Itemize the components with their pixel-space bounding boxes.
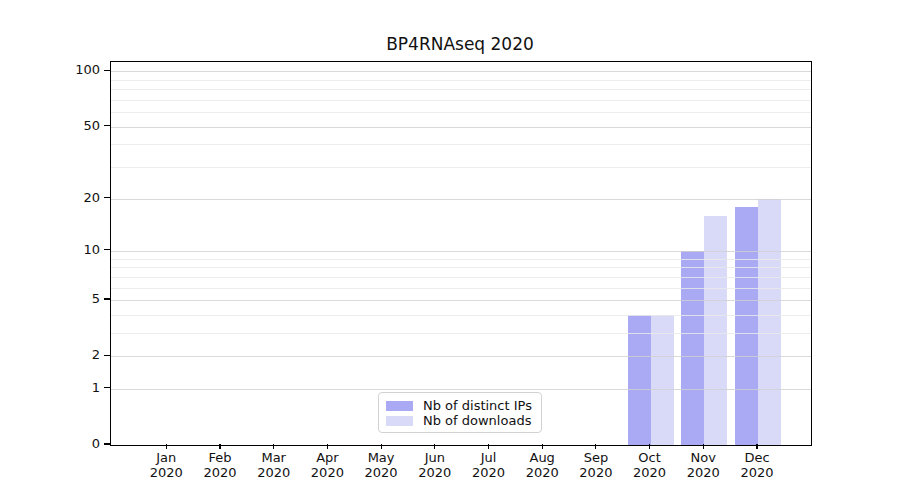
legend-item: Nb of downloads: [386, 413, 532, 428]
x-tick-mark: [381, 444, 382, 449]
x-tick-label: Dec 2020: [729, 450, 785, 480]
x-tick-label: Nov 2020: [675, 450, 731, 480]
gridline-minor: [111, 100, 811, 101]
legend-label: Nb of distinct IPs: [423, 398, 532, 413]
x-tick-label: Apr 2020: [299, 450, 355, 480]
y-tick-mark: [104, 443, 110, 444]
x-tick-label: Sep 2020: [568, 450, 624, 480]
figure: BP4RNAseq 2020 Nb of distinct IPsNb of d…: [0, 0, 900, 500]
chart-title: BP4RNAseq 2020: [110, 34, 810, 54]
y-tick-label: 1: [40, 380, 100, 396]
y-tick-label: 50: [40, 118, 100, 134]
x-tick-mark: [649, 444, 650, 449]
gridline-major: [111, 251, 811, 252]
gridline-major: [111, 71, 811, 72]
plot-area: [110, 61, 812, 446]
bar-downloads: [651, 315, 674, 445]
gridline-minor: [111, 167, 811, 168]
gridline-major: [111, 199, 811, 200]
y-tick-mark: [104, 387, 110, 388]
gridline-major: [111, 356, 811, 357]
x-tick-mark: [166, 444, 167, 449]
y-tick-label: 100: [40, 62, 100, 78]
gridline-minor: [111, 112, 811, 113]
x-tick-label: Jun 2020: [407, 450, 463, 480]
x-tick-mark: [488, 444, 489, 449]
y-tick-mark: [104, 249, 110, 250]
x-tick-label: Jan 2020: [138, 450, 194, 480]
x-tick-mark: [595, 444, 596, 449]
x-tick-label: Feb 2020: [192, 450, 248, 480]
legend-label: Nb of downloads: [423, 413, 531, 428]
x-tick-label: May 2020: [353, 450, 409, 480]
gridline-major: [111, 389, 811, 390]
gridline-minor: [111, 89, 811, 90]
bar-distinct-ips: [681, 251, 704, 445]
gridline-minor: [111, 267, 811, 268]
y-tick-mark: [104, 70, 110, 71]
gridline-minor: [111, 259, 811, 260]
legend: Nb of distinct IPsNb of downloads: [378, 392, 542, 433]
x-tick-label: Jul 2020: [461, 450, 517, 480]
x-tick-label: Oct 2020: [622, 450, 678, 480]
y-tick-label: 2: [40, 347, 100, 363]
y-tick-mark: [104, 197, 110, 198]
bar-downloads: [758, 199, 781, 446]
x-tick-mark: [273, 444, 274, 449]
gridline-minor: [111, 333, 811, 334]
gridline-major: [111, 300, 811, 301]
y-tick-mark: [104, 355, 110, 356]
y-tick-label: 10: [40, 242, 100, 258]
legend-item: Nb of distinct IPs: [386, 398, 532, 413]
bar-distinct-ips: [628, 315, 651, 445]
legend-swatch: [386, 416, 413, 426]
gridline-minor: [111, 288, 811, 289]
y-tick-label: 5: [40, 291, 100, 307]
x-tick-label: Aug 2020: [514, 450, 570, 480]
x-tick-mark: [756, 444, 757, 449]
gridline-minor: [111, 80, 811, 81]
bar-distinct-ips: [735, 207, 758, 445]
gridline-major: [111, 127, 811, 128]
x-tick-mark: [703, 444, 704, 449]
y-tick-mark: [104, 125, 110, 126]
x-tick-mark: [327, 444, 328, 449]
y-tick-label: 0: [40, 436, 100, 452]
x-tick-mark: [542, 444, 543, 449]
gridline-minor: [111, 144, 811, 145]
y-tick-mark: [104, 298, 110, 299]
x-tick-label: Mar 2020: [246, 450, 302, 480]
y-tick-label: 20: [40, 190, 100, 206]
x-tick-mark: [219, 444, 220, 449]
gridline-minor: [111, 315, 811, 316]
gridline-minor: [111, 277, 811, 278]
x-tick-mark: [434, 444, 435, 449]
legend-swatch: [386, 401, 413, 411]
